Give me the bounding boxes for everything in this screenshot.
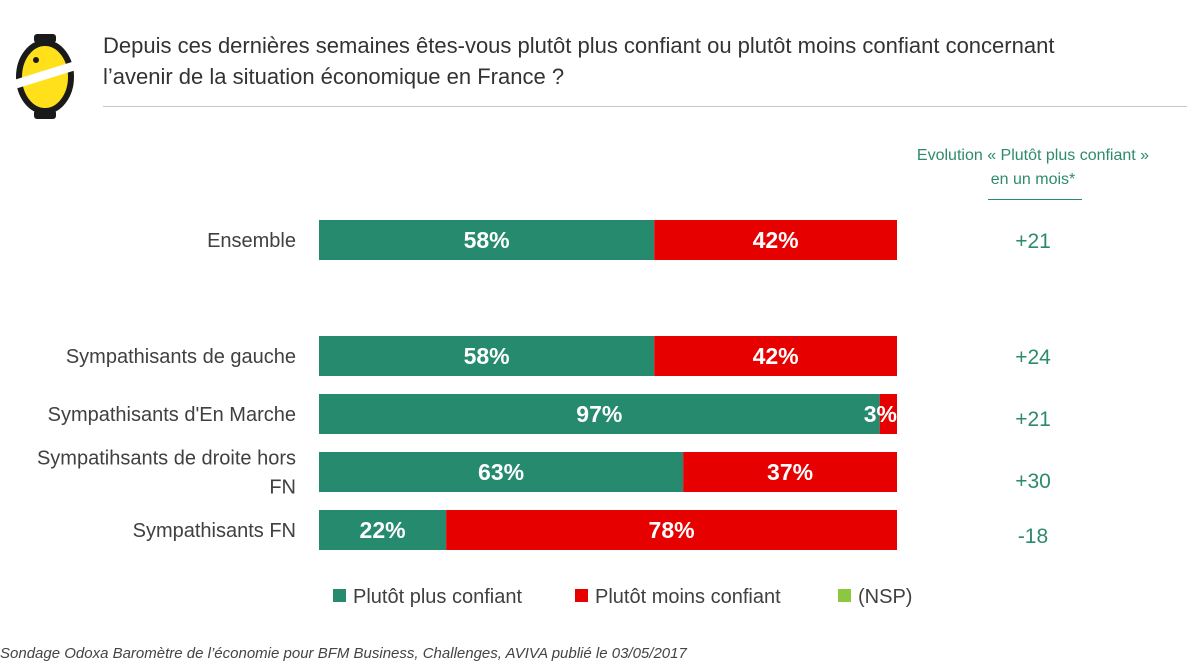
data-label: 78% <box>649 517 695 543</box>
data-label: 63% <box>478 459 524 485</box>
category-label-line: Ensemble <box>207 230 296 252</box>
bar-segment <box>319 220 655 260</box>
category-label-line: Sympathisants FN <box>133 520 296 542</box>
evolution-value: +30 <box>1015 470 1051 493</box>
evolution-value: +24 <box>1015 346 1051 369</box>
source-footnote: Sondage Odoxa Baromètre de l’économie po… <box>0 645 687 662</box>
evolution-heading-line-2: en un mois* <box>990 171 1076 188</box>
legend-label: (NSP) <box>858 586 912 608</box>
evolution-value: +21 <box>1015 408 1051 431</box>
category-label-line: Sympathisants de gauche <box>66 346 296 368</box>
bar-segment <box>319 510 447 550</box>
legend-label: Plutôt moins confiant <box>595 586 781 608</box>
category-label-line: FN <box>269 477 296 499</box>
bar-segment <box>319 394 880 434</box>
bar-segment <box>683 452 897 492</box>
data-label: 58% <box>464 227 510 253</box>
bar-segment <box>319 336 655 376</box>
bar-segment <box>654 220 897 260</box>
legend-label: Plutôt plus confiant <box>353 586 522 608</box>
bar-segment <box>654 336 897 376</box>
category-label-line: Sympatihsants de droite hors <box>37 448 296 470</box>
title-line-2: l’avenir de la situation économique en F… <box>103 64 565 89</box>
title-divider <box>103 106 1187 107</box>
data-label: 22% <box>360 517 406 543</box>
data-label: 97% <box>576 401 622 427</box>
evolution-heading: Evolution « Plutôt plus confiant » en un… <box>880 144 1186 192</box>
bar-segment <box>879 394 897 434</box>
category-label: Sympathisants FN <box>133 520 296 542</box>
evolution-value: -18 <box>1018 525 1048 548</box>
bar-segment <box>319 452 684 492</box>
data-label: 42% <box>753 343 799 369</box>
evolution-heading-underline <box>988 199 1082 200</box>
evolution-value: +21 <box>1015 230 1051 253</box>
title-line-1: Depuis ces dernières semaines êtes-vous … <box>103 33 1055 58</box>
odoxa-logo-icon <box>14 34 76 119</box>
legend-swatch <box>333 589 346 602</box>
bar-segment <box>446 510 897 550</box>
chart-title: Depuis ces dernières semaines êtes-vous … <box>103 30 1187 92</box>
data-label: 58% <box>464 343 510 369</box>
category-label: Sympatihsants de droite hors FN <box>37 448 296 499</box>
category-label: Sympathisants d'En Marche <box>48 404 296 426</box>
category-label: Sympathisants de gauche <box>66 346 296 368</box>
evolution-heading-line-1: Evolution « Plutôt plus confiant » <box>916 147 1150 164</box>
legend-swatch <box>575 589 588 602</box>
data-label: 3% <box>864 401 897 427</box>
category-label: Ensemble <box>207 230 296 252</box>
stacked-bar-chart: Ensemble 58% 42% +21 Sympathisants de gauche… <box>37 220 1051 608</box>
legend-swatch <box>838 589 851 602</box>
category-label-line: Sympathisants d'En Marche <box>48 404 296 426</box>
data-label: 37% <box>767 459 813 485</box>
data-label: 42% <box>753 227 799 253</box>
